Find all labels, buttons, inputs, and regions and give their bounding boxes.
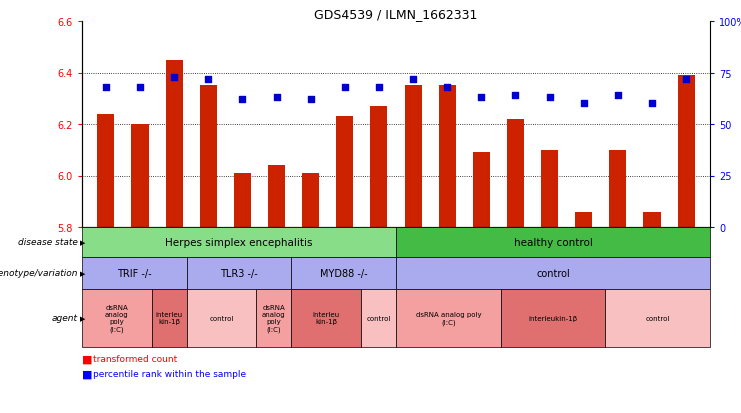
- Text: ■: ■: [82, 354, 93, 364]
- Bar: [405, 86, 422, 228]
- Bar: [575, 212, 592, 228]
- Point: [407, 76, 419, 83]
- Point: [305, 97, 316, 103]
- Bar: [234, 173, 251, 228]
- Text: ▶: ▶: [80, 271, 85, 276]
- Bar: [439, 86, 456, 228]
- Point: [100, 84, 112, 91]
- Bar: [370, 107, 388, 228]
- Text: interleukin-1β: interleukin-1β: [528, 315, 577, 321]
- Point: [680, 76, 692, 83]
- Point: [236, 97, 248, 103]
- Text: control: control: [536, 268, 570, 278]
- Text: ▶: ▶: [80, 240, 85, 245]
- Text: dsRNA
analog
poly
(I:C): dsRNA analog poly (I:C): [262, 304, 286, 332]
- Text: ▶: ▶: [80, 315, 85, 321]
- Point: [339, 84, 350, 91]
- Text: healthy control: healthy control: [514, 237, 593, 247]
- Text: Herpes simplex encephalitis: Herpes simplex encephalitis: [165, 237, 313, 247]
- Title: GDS4539 / ILMN_1662331: GDS4539 / ILMN_1662331: [314, 8, 478, 21]
- Point: [510, 93, 522, 99]
- Bar: [131, 125, 148, 228]
- Point: [646, 101, 658, 107]
- Text: interleu
kin-1β: interleu kin-1β: [313, 312, 340, 325]
- Text: TLR3 -/-: TLR3 -/-: [220, 268, 258, 278]
- Point: [202, 76, 214, 83]
- Point: [578, 101, 590, 107]
- Bar: [166, 60, 183, 228]
- Text: dsRNA analog poly
(I:C): dsRNA analog poly (I:C): [416, 311, 481, 325]
- Text: disease state: disease state: [18, 238, 78, 247]
- Bar: [507, 119, 524, 228]
- Bar: [609, 150, 626, 228]
- Bar: [473, 153, 490, 228]
- Bar: [302, 173, 319, 228]
- Bar: [268, 166, 285, 228]
- Bar: [336, 117, 353, 228]
- Text: interleu
kin-1β: interleu kin-1β: [156, 312, 183, 325]
- Text: agent: agent: [52, 314, 78, 323]
- Text: control: control: [645, 315, 670, 321]
- Bar: [97, 114, 114, 228]
- Point: [168, 74, 180, 81]
- Point: [442, 84, 453, 91]
- Text: control: control: [210, 315, 233, 321]
- Text: percentile rank within the sample: percentile rank within the sample: [93, 370, 246, 379]
- Point: [612, 93, 624, 99]
- Point: [544, 95, 556, 101]
- Bar: [643, 212, 660, 228]
- Point: [270, 95, 282, 101]
- Text: genotype/variation: genotype/variation: [0, 269, 78, 278]
- Text: control: control: [366, 315, 391, 321]
- Bar: [677, 76, 694, 228]
- Text: dsRNA
analog
poly
(I:C): dsRNA analog poly (I:C): [105, 304, 129, 332]
- Point: [373, 84, 385, 91]
- Text: ■: ■: [82, 369, 93, 379]
- Bar: [541, 150, 558, 228]
- Text: TRIF -/-: TRIF -/-: [117, 268, 152, 278]
- Point: [134, 84, 146, 91]
- Text: MYD88 -/-: MYD88 -/-: [320, 268, 368, 278]
- Text: transformed count: transformed count: [93, 355, 177, 363]
- Point: [476, 95, 488, 101]
- Bar: [200, 86, 217, 228]
